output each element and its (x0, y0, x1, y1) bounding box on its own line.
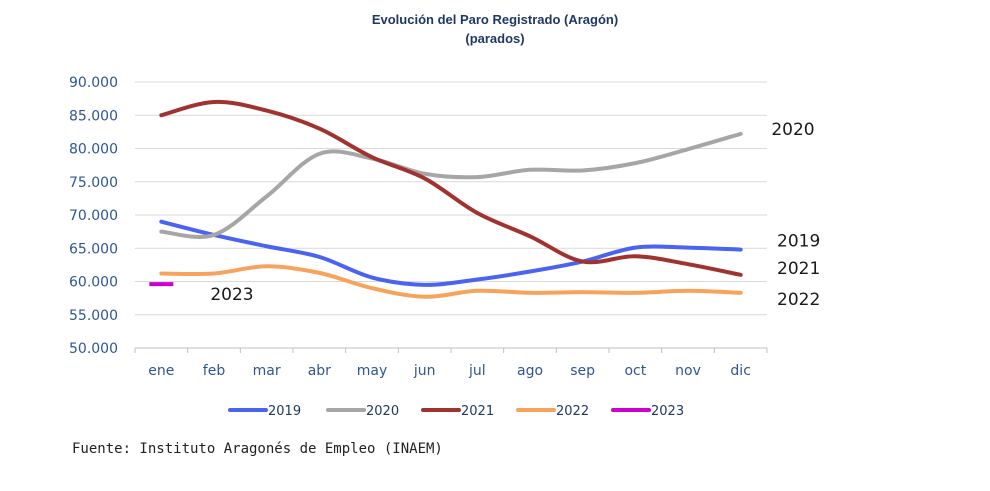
x-tick-label: abr (308, 363, 331, 379)
x-tick-label: dic (730, 363, 750, 379)
end-label-2022: 2022 (777, 290, 820, 310)
legend-label-2022: 2022 (556, 404, 589, 419)
y-tick-label: 90.000 (69, 75, 118, 91)
x-tick-label: ene (148, 363, 174, 379)
x-tick-label: sep (570, 363, 595, 379)
x-tick-label: may (357, 363, 388, 379)
source-note: Fuente: Instituto Aragonés de Empleo (IN… (72, 441, 443, 457)
y-tick-label: 50.000 (69, 341, 118, 357)
series-line-2022 (159, 264, 743, 299)
y-tick-label: 65.000 (69, 241, 118, 257)
x-tick-label: oct (624, 363, 646, 379)
x-tick-label: feb (203, 363, 226, 379)
y-tick-label: 55.000 (69, 308, 118, 324)
end-label-2023: 2023 (210, 285, 253, 305)
series-line-2019 (159, 219, 743, 287)
y-tick-label: 75.000 (69, 175, 118, 191)
x-tick-label: ago (517, 363, 543, 379)
line-chart: 50.000 55.000 60.000 65.000 70.000 75.000 80.0… (69, 75, 820, 419)
legend-label-2021: 2021 (461, 404, 494, 419)
series-line-2020 (159, 131, 743, 239)
y-tick-label: 85.000 (69, 108, 118, 124)
end-label-2021: 2021 (777, 259, 820, 279)
y-tick-label: 60.000 (69, 275, 118, 291)
chart-title: Evolución del Paro Registrado (Aragón) (… (0, 10, 990, 48)
x-tick-label: nov (675, 363, 701, 379)
legend-label-2020: 2020 (366, 404, 399, 419)
x-tick-label: mar (253, 363, 281, 379)
y-tick-label: 80.000 (69, 142, 118, 158)
x-tick-label: jul (468, 363, 486, 379)
y-tick-label: 70.000 (69, 208, 118, 224)
chart-title-main: Evolución del Paro Registrado (Aragón) (371, 12, 619, 27)
series-line-2021 (159, 99, 743, 277)
end-label-2019: 2019 (777, 232, 820, 252)
chart-subtitle: (parados) (465, 31, 525, 46)
legend-label-2019: 2019 (268, 404, 301, 419)
x-tick-label: jun (413, 363, 436, 379)
end-label-2020: 2020 (771, 120, 814, 140)
legend-label-2023: 2023 (651, 404, 684, 419)
